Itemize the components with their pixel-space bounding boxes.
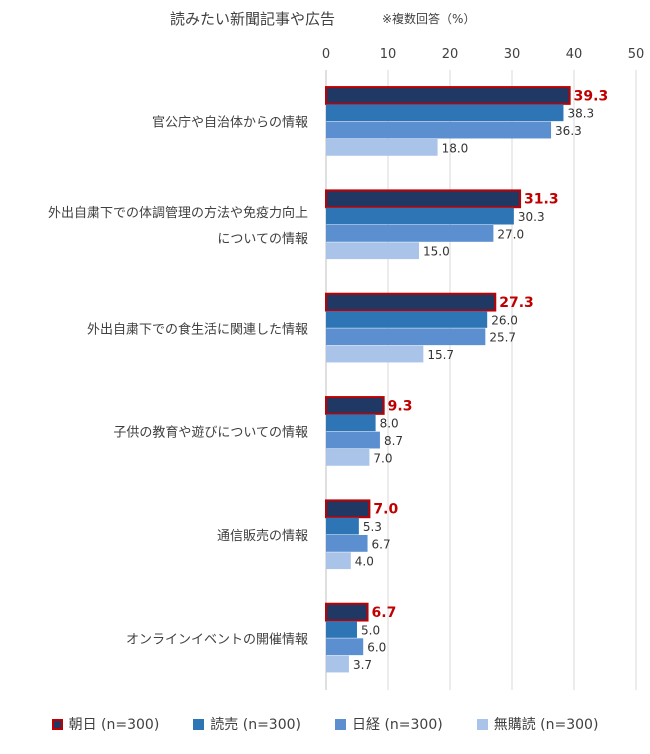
data-label: 27.0 <box>497 227 524 241</box>
x-tick-label: 50 <box>628 47 645 62</box>
legend: 朝日 (n=300) 読売 (n=300) 日経 (n=300) 無購読 (n=300… <box>0 714 650 734</box>
category-label: オンラインイベントの開催情報 <box>126 632 308 647</box>
bar <box>326 225 494 242</box>
legend-swatch <box>335 718 346 730</box>
category-label: 官公庁や自治体からの情報 <box>152 115 308 131</box>
bar <box>326 431 380 449</box>
bar <box>326 638 364 656</box>
bar <box>326 448 370 466</box>
data-label: 15.0 <box>423 245 450 259</box>
legend-label: 日経 (n=300) <box>352 717 443 733</box>
bar <box>326 621 357 638</box>
data-label: 18.0 <box>442 141 469 155</box>
data-label: 6.7 <box>372 537 391 551</box>
data-label: 4.0 <box>355 555 374 569</box>
bar <box>326 655 349 673</box>
bar <box>325 86 571 105</box>
x-tick-label: 0 <box>322 47 330 62</box>
legend-item: 無購読 (n=300) <box>476 714 599 734</box>
bar <box>326 535 368 552</box>
bar <box>326 328 486 346</box>
legend-swatch <box>476 718 488 730</box>
legend-swatch <box>51 718 63 730</box>
bar <box>326 311 488 328</box>
category-label: 外出自粛下での体調管理の方法や免疫力向上 <box>48 205 308 221</box>
data-label: 36.3 <box>555 124 582 138</box>
data-label: 8.7 <box>384 434 403 448</box>
bar <box>326 207 514 225</box>
legend-item: 朝日 (n=300) <box>51 714 160 734</box>
bar <box>326 104 564 122</box>
legend-label: 読売 (n=300) <box>210 717 301 733</box>
data-label: 27.3 <box>499 295 534 311</box>
category-label: についての情報 <box>217 232 308 247</box>
x-tick-label: 30 <box>504 47 521 62</box>
data-label: 30.3 <box>518 210 545 224</box>
data-label: 7.0 <box>373 451 392 465</box>
legend-label: 朝日 (n=300) <box>68 717 160 733</box>
bar <box>325 396 385 415</box>
category-label: 外出自粛下での食生活に関連した情報 <box>87 321 308 337</box>
bar <box>325 602 369 622</box>
category-label: 通信販売の情報 <box>217 528 308 544</box>
x-tick-label: 40 <box>566 47 583 62</box>
x-tick-label: 10 <box>380 47 397 62</box>
data-label: 38.3 <box>567 107 594 121</box>
data-label: 8.0 <box>380 417 399 431</box>
bar <box>326 345 424 363</box>
data-label: 15.7 <box>427 348 454 362</box>
chart-note: ※複数回答（%） <box>382 12 476 26</box>
bar <box>325 499 371 519</box>
data-label: 39.3 <box>574 88 609 104</box>
x-tick-label: 20 <box>442 47 459 62</box>
bar <box>325 292 497 312</box>
data-label: 26.0 <box>491 313 518 327</box>
data-label: 6.0 <box>367 641 386 655</box>
bar <box>326 517 359 535</box>
bar <box>326 121 552 139</box>
chart-title: 読みたい新聞記事や広告 <box>170 10 336 28</box>
data-label: 31.3 <box>524 192 559 208</box>
bar <box>325 189 522 209</box>
data-label: 5.0 <box>361 623 380 637</box>
bar <box>326 138 438 156</box>
data-label: 6.7 <box>372 605 397 621</box>
legend-item: 日経 (n=300) <box>335 714 443 734</box>
data-label: 25.7 <box>489 331 516 345</box>
legend-label: 無購読 (n=300) <box>493 717 599 733</box>
category-label: 子供の教育や遊びについての情報 <box>113 425 308 441</box>
bar <box>326 242 419 260</box>
data-label: 5.3 <box>363 520 382 534</box>
legend-item: 読売 (n=300) <box>193 714 301 734</box>
legend-swatch <box>193 718 205 730</box>
data-label: 7.0 <box>373 502 398 518</box>
bar <box>326 552 351 570</box>
data-label: 9.3 <box>388 398 413 414</box>
data-label: 3.7 <box>353 658 372 672</box>
bar <box>326 414 376 432</box>
